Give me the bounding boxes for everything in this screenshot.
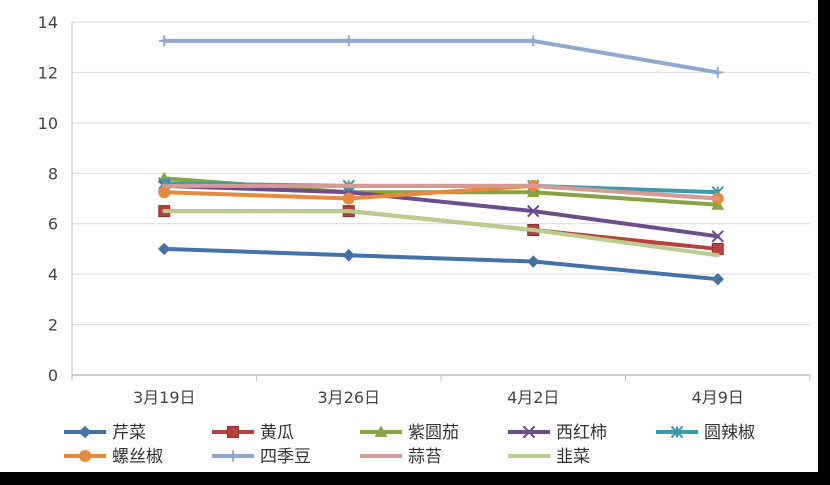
legend-marker	[78, 425, 92, 439]
legend-marker	[227, 450, 239, 462]
y-tick-label: 0	[48, 366, 58, 385]
data-point	[158, 35, 170, 47]
series-9	[162, 209, 720, 258]
marker-stroke	[527, 204, 540, 218]
legend-item: 蒜苔	[360, 447, 442, 467]
legend-marker	[79, 450, 91, 462]
legend-label: 蒜苔	[408, 447, 442, 467]
data-point	[712, 66, 724, 78]
series-8	[162, 183, 720, 201]
legend-item: 四季豆	[212, 447, 311, 467]
legend-label: 西红柿	[556, 423, 607, 443]
data-point	[711, 230, 724, 243]
series-line	[162, 38, 720, 75]
line-chart: 0 2 4 6 8 10 12 14 3月19日 3月26日 4月2日 4月9日 芹菜 黄瓜 紫圆茄 西红柿…	[38, 13, 811, 467]
series-line	[162, 246, 720, 282]
y-tick-label: 12	[38, 63, 58, 82]
axes: 0 2 4 6 8 10 12 14 3月19日 3月26日 4月2日 4月9日	[38, 13, 811, 407]
y-tick-label: 14	[38, 13, 58, 32]
legend-item: 西红柿	[508, 423, 607, 443]
legend-item: 圆辣椒	[656, 423, 755, 443]
data-point	[527, 204, 540, 218]
legend-label: 芹菜	[112, 423, 146, 443]
series-1	[158, 242, 724, 286]
legend-label: 韭菜	[556, 447, 590, 467]
gridlines	[72, 21, 810, 326]
legend-label: 螺丝椒	[112, 447, 163, 467]
data-point	[527, 35, 539, 47]
series-line	[162, 183, 720, 239]
data-point	[343, 35, 355, 47]
series-lines	[157, 35, 725, 286]
y-tick-label: 10	[38, 114, 58, 133]
legend-marker	[374, 425, 388, 437]
legend-marker	[227, 426, 239, 438]
y-tick-label: 8	[48, 164, 58, 183]
y-tick-label: 4	[48, 265, 58, 284]
data-point	[527, 255, 540, 268]
data-point	[158, 186, 171, 199]
data-point	[342, 249, 355, 262]
legend-item: 紫圆茄	[360, 423, 459, 443]
x-tick-label: 3月26日	[317, 388, 380, 407]
marker-stroke	[522, 425, 536, 439]
x-tick-label: 4月2日	[507, 388, 559, 407]
legend-label: 紫圆茄	[408, 423, 459, 443]
legend-label: 四季豆	[260, 447, 311, 467]
legend-item: 韭菜	[508, 447, 590, 467]
series-line	[162, 209, 720, 258]
y-tick-label: 2	[48, 316, 58, 335]
series-line	[162, 183, 720, 201]
legend-marker	[522, 425, 536, 439]
legend-label: 圆辣椒	[704, 423, 755, 443]
x-tick-label: 4月9日	[692, 388, 744, 407]
data-point	[158, 242, 171, 256]
data-point	[711, 272, 724, 286]
legend-marker	[670, 425, 684, 439]
data-point	[342, 192, 355, 205]
legend-item: 黄瓜	[212, 423, 294, 443]
y-tick-label: 6	[48, 215, 58, 234]
marker-stroke	[711, 230, 724, 243]
series-7	[158, 35, 724, 78]
x-tick-label: 3月19日	[133, 388, 196, 407]
legend-item: 芹菜	[64, 423, 146, 443]
legend-item: 螺丝椒	[64, 447, 163, 467]
legend-label: 黄瓜	[260, 423, 294, 443]
chart-frame: 0 2 4 6 8 10 12 14 3月19日 3月26日 4月2日 4月9日 芹菜 黄瓜 紫圆茄 西红柿…	[0, 0, 818, 472]
